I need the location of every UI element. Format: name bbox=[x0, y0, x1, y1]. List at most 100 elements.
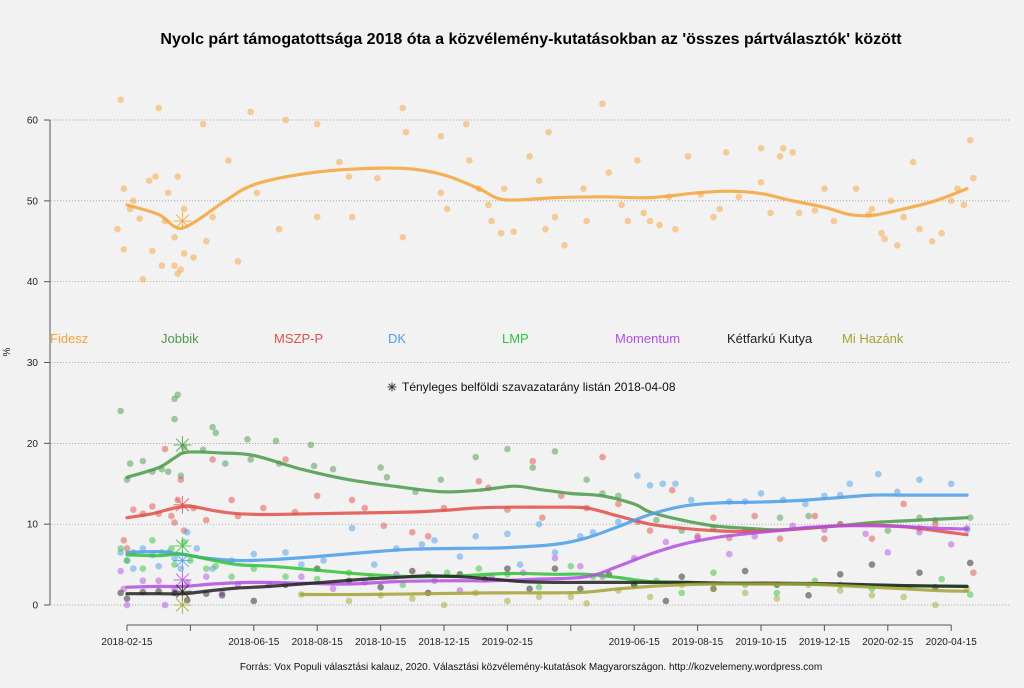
data-point bbox=[345, 597, 353, 605]
data-point bbox=[155, 562, 162, 570]
data-point bbox=[802, 500, 809, 508]
data-point bbox=[741, 567, 749, 575]
data-point bbox=[966, 136, 974, 144]
data-point bbox=[535, 593, 543, 601]
y-tick-label: 40 bbox=[27, 277, 39, 288]
data-point bbox=[735, 193, 743, 201]
data-point bbox=[409, 528, 416, 536]
data-point bbox=[174, 391, 182, 399]
data-point bbox=[123, 545, 131, 552]
data-point bbox=[538, 514, 546, 522]
data-point bbox=[916, 569, 923, 576]
star-ray bbox=[175, 498, 190, 512]
data-point bbox=[418, 541, 426, 548]
star-ray bbox=[175, 573, 190, 587]
data-point bbox=[370, 561, 378, 568]
data-point bbox=[615, 518, 622, 526]
data-point bbox=[183, 528, 191, 536]
data-point bbox=[868, 535, 876, 543]
data-point bbox=[557, 492, 565, 500]
data-point bbox=[526, 585, 533, 593]
star-icon bbox=[387, 382, 397, 392]
data-point bbox=[171, 415, 178, 423]
data-point bbox=[250, 597, 258, 605]
y-tick-label: 60 bbox=[27, 116, 39, 127]
source-text: Forrás: Vox Populi választási kalauz, 20… bbox=[240, 662, 822, 673]
data-point bbox=[811, 207, 819, 214]
data-point bbox=[776, 514, 784, 522]
x-tick-label: 2019-10-15 bbox=[735, 637, 787, 648]
legend-item: Mi Hazánk bbox=[842, 331, 904, 346]
data-point bbox=[456, 553, 464, 560]
data-point bbox=[529, 457, 537, 465]
data-point bbox=[646, 482, 654, 489]
data-point bbox=[710, 569, 717, 576]
data-point bbox=[120, 537, 128, 544]
data-point bbox=[348, 213, 356, 221]
data-point bbox=[145, 177, 153, 184]
data-point bbox=[130, 197, 137, 205]
data-point bbox=[298, 561, 305, 568]
trend-line-mi-haz-nk bbox=[299, 582, 969, 597]
data-point bbox=[805, 592, 812, 599]
data-point bbox=[970, 569, 977, 576]
star-ray bbox=[175, 214, 190, 228]
election-note-text: Tényleges belföldi szavazatarány listán … bbox=[402, 380, 676, 394]
data-point bbox=[139, 577, 147, 585]
data-point bbox=[900, 500, 907, 508]
data-point bbox=[618, 201, 625, 209]
data-point bbox=[123, 595, 131, 602]
data-point bbox=[209, 456, 216, 463]
data-point bbox=[183, 579, 191, 586]
data-point bbox=[757, 145, 765, 152]
data-point bbox=[567, 562, 575, 570]
data-point bbox=[488, 217, 495, 225]
data-point bbox=[868, 592, 876, 599]
trend-line-fidesz bbox=[125, 166, 969, 231]
star-ray bbox=[388, 383, 396, 391]
data-point bbox=[542, 225, 549, 233]
data-point bbox=[776, 535, 784, 543]
data-point bbox=[862, 530, 869, 538]
data-point bbox=[811, 512, 819, 520]
data-point bbox=[139, 457, 147, 465]
data-point bbox=[164, 468, 172, 475]
data-point bbox=[310, 462, 318, 470]
data-point bbox=[874, 470, 882, 478]
y-tick-label: 30 bbox=[27, 358, 39, 369]
data-point bbox=[139, 545, 147, 552]
x-tick-label: 2018-12-15 bbox=[418, 637, 470, 648]
x-tick-label: 2018-02-15 bbox=[101, 637, 153, 648]
data-point bbox=[830, 217, 838, 225]
x-tick-label: 2018-08-15 bbox=[292, 637, 344, 648]
data-point bbox=[307, 441, 315, 449]
trend-line-dk bbox=[125, 493, 969, 563]
data-point bbox=[928, 237, 936, 245]
data-point bbox=[475, 478, 483, 485]
data-point bbox=[193, 545, 201, 552]
data-point bbox=[282, 549, 289, 556]
data-point bbox=[123, 601, 131, 609]
data-point bbox=[887, 197, 895, 205]
data-point bbox=[960, 201, 968, 209]
data-point bbox=[164, 189, 172, 197]
data-point bbox=[117, 589, 124, 597]
x-tick-label: 2018-10-15 bbox=[355, 637, 407, 648]
data-point bbox=[313, 213, 321, 221]
data-point bbox=[475, 565, 483, 572]
data-point bbox=[938, 229, 945, 237]
data-point bbox=[383, 473, 391, 481]
y-tick-label: 10 bbox=[27, 520, 39, 531]
data-point bbox=[177, 565, 185, 572]
y-axis: 0 10 20 30 40 50 60 bbox=[27, 116, 51, 612]
data-point bbox=[212, 429, 220, 437]
data-point bbox=[155, 577, 162, 585]
data-point bbox=[202, 516, 210, 524]
data-point bbox=[443, 205, 451, 213]
data-point bbox=[409, 567, 416, 575]
data-point bbox=[751, 512, 758, 520]
trend-lines bbox=[125, 166, 969, 597]
data-point bbox=[149, 537, 156, 544]
data-point bbox=[932, 520, 939, 528]
data-point bbox=[535, 583, 543, 591]
